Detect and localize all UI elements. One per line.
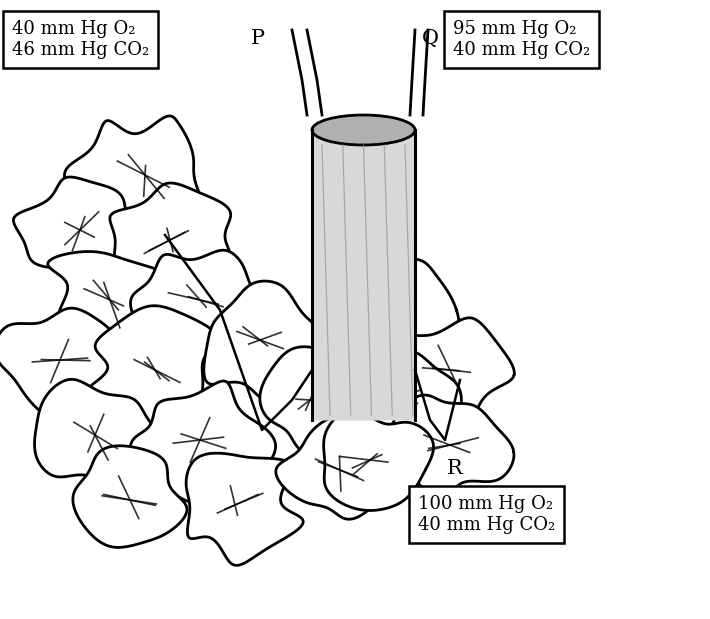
Polygon shape (260, 347, 376, 452)
Polygon shape (388, 395, 514, 504)
Polygon shape (398, 318, 514, 424)
Polygon shape (324, 410, 434, 511)
Polygon shape (110, 183, 231, 305)
Polygon shape (0, 308, 119, 420)
Polygon shape (331, 352, 462, 454)
Polygon shape (73, 446, 187, 547)
Text: 40 mm Hg O₂
46 mm Hg CO₂: 40 mm Hg O₂ 46 mm Hg CO₂ (12, 20, 149, 59)
Text: 100 mm Hg O₂
40 mm Hg CO₂: 100 mm Hg O₂ 40 mm Hg CO₂ (418, 495, 555, 534)
Polygon shape (13, 177, 127, 272)
Text: P: P (251, 28, 265, 48)
Polygon shape (131, 250, 272, 346)
Polygon shape (312, 130, 415, 420)
Text: R: R (447, 459, 463, 477)
Text: Q: Q (422, 28, 439, 48)
Polygon shape (204, 281, 326, 400)
Polygon shape (130, 381, 275, 503)
Polygon shape (186, 453, 303, 565)
Polygon shape (48, 251, 181, 354)
Polygon shape (339, 259, 459, 361)
Polygon shape (86, 306, 219, 429)
Polygon shape (35, 379, 166, 494)
Polygon shape (275, 416, 387, 519)
Text: 95 mm Hg O₂
40 mm Hg CO₂: 95 mm Hg O₂ 40 mm Hg CO₂ (453, 20, 590, 59)
Ellipse shape (312, 115, 415, 145)
Polygon shape (65, 116, 204, 241)
